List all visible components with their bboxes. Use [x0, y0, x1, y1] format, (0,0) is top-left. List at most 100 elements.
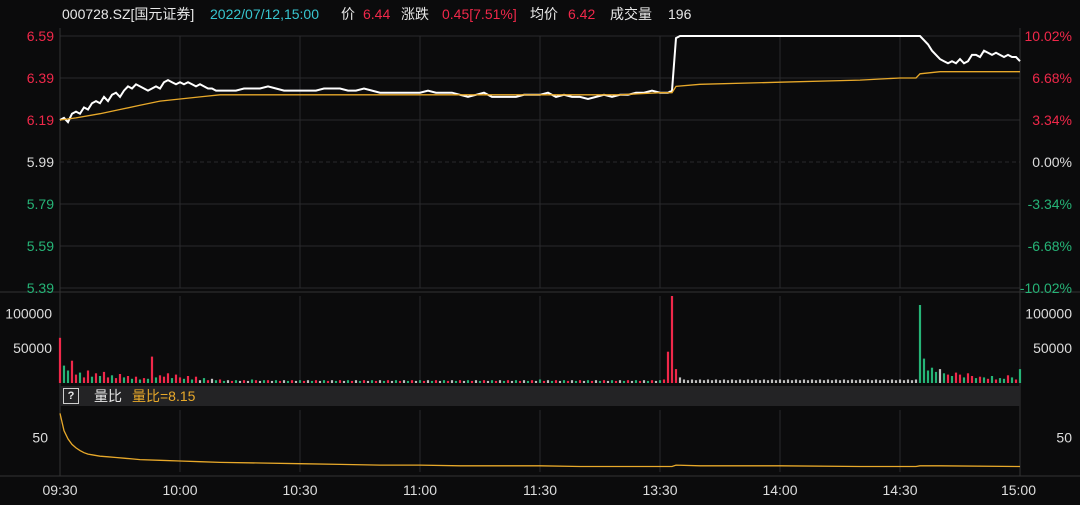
volume-bar [1018, 369, 1022, 383]
x-tick-label: 09:30 [42, 482, 77, 498]
x-tick-label: 11:30 [523, 482, 557, 498]
volume-bar [662, 379, 666, 383]
volume-bar [582, 380, 586, 383]
volume-bar [62, 365, 66, 383]
volume-bar [790, 380, 794, 383]
volume-bar [910, 380, 914, 383]
volume-bar [626, 380, 630, 383]
volume-bar [750, 380, 754, 383]
volume-bar [210, 378, 214, 383]
volume-bar [314, 380, 318, 383]
volume-bar [278, 380, 282, 383]
volume-bar [358, 380, 362, 383]
question-icon[interactable]: ? [63, 388, 79, 404]
volume-bar [82, 377, 86, 383]
volume-bar [726, 380, 730, 383]
indicator-name[interactable]: 量比 [94, 388, 122, 404]
volume-bar [794, 379, 798, 383]
volume-bar [486, 380, 490, 383]
volume-bar [190, 379, 194, 383]
volume-bar [982, 377, 986, 383]
volume-bar [822, 380, 826, 383]
volume-bar [786, 379, 790, 383]
volume-bar [366, 380, 370, 383]
volume-bar [90, 376, 94, 383]
y-tick-label-left: 5.59 [27, 238, 54, 254]
volume-bar [430, 380, 434, 383]
volume-bar [474, 380, 478, 383]
volume-bar [390, 380, 394, 383]
volume-bar [178, 377, 182, 383]
volume-bar [638, 380, 642, 383]
volume-bar [998, 378, 1002, 383]
volume-bar [970, 376, 974, 383]
volume-bar [570, 380, 574, 383]
volume-bar [490, 380, 494, 383]
volume-bar [398, 380, 402, 383]
volume-bar [310, 380, 314, 383]
volume-bar [198, 380, 202, 383]
volume-bar [122, 377, 126, 383]
volume-bar [902, 380, 906, 383]
avg-price-line [59, 71, 1020, 121]
volume-bar [478, 380, 482, 383]
volume-bar [174, 374, 178, 383]
ratio-tick-label-right: 50 [1056, 430, 1072, 446]
volume-bar [654, 380, 658, 383]
volume-bar [574, 380, 578, 383]
volume-bar [510, 380, 514, 383]
y-tick-label-left: 5.39 [27, 280, 54, 296]
volume-bar [170, 378, 174, 383]
volume-bar [494, 380, 498, 383]
quote-header: 000728.SZ[国元证券] 2022/07/12,15:00 价 6.44 … [0, 0, 1080, 28]
volume-bar [818, 379, 822, 383]
volume-bar [266, 380, 270, 383]
volume-bar [514, 380, 518, 383]
volume-bar [922, 358, 926, 383]
volume-bar [454, 380, 458, 383]
volume-bar [534, 380, 538, 383]
volume-bar [918, 305, 922, 383]
volume-bar [530, 380, 534, 383]
volume-bar [802, 379, 806, 383]
volume-bar [562, 380, 566, 383]
volume-bar [262, 380, 266, 383]
volume-bar [130, 378, 134, 383]
volume-bar [714, 379, 718, 383]
volume-bar [778, 379, 782, 383]
volume-value: 196 [668, 6, 692, 22]
volume-bar [382, 380, 386, 383]
volume-bar [898, 379, 902, 383]
stock-code-name: 000728.SZ[国元证券] [62, 6, 195, 22]
price-line [59, 35, 1021, 124]
volume-bar [722, 379, 726, 383]
volume-bar [762, 379, 766, 383]
volume-bar [518, 380, 522, 383]
x-tick-label: 13:30 [642, 482, 677, 498]
volume-bar [1014, 379, 1018, 383]
y-tick-label-left: 6.39 [27, 70, 54, 86]
volume-label: 成交量 [610, 6, 652, 22]
volume-bar [118, 374, 122, 383]
volume-bar [606, 380, 610, 383]
volume-bar [386, 380, 390, 383]
volume-bar [222, 380, 226, 383]
volume-bar [686, 380, 690, 383]
volume-bar [598, 380, 602, 383]
x-tick-label: 15:00 [1001, 482, 1036, 498]
indicator-bar: ? 量比 量比=8.15 [60, 386, 1020, 406]
x-tick-label: 10:30 [282, 482, 317, 498]
volume-bar [298, 380, 302, 383]
volume-bar [86, 370, 90, 383]
volume-bar [730, 379, 734, 383]
volume-bar [602, 380, 606, 383]
volume-bar [422, 380, 426, 383]
volume-bar [978, 376, 982, 383]
volume-bar [126, 376, 130, 383]
volume-bar [522, 380, 526, 383]
volume-bar [270, 380, 274, 383]
volume-bars [58, 296, 1022, 383]
volume-bar [858, 379, 862, 383]
volume-bar [158, 375, 162, 383]
volume-bar [878, 380, 882, 383]
